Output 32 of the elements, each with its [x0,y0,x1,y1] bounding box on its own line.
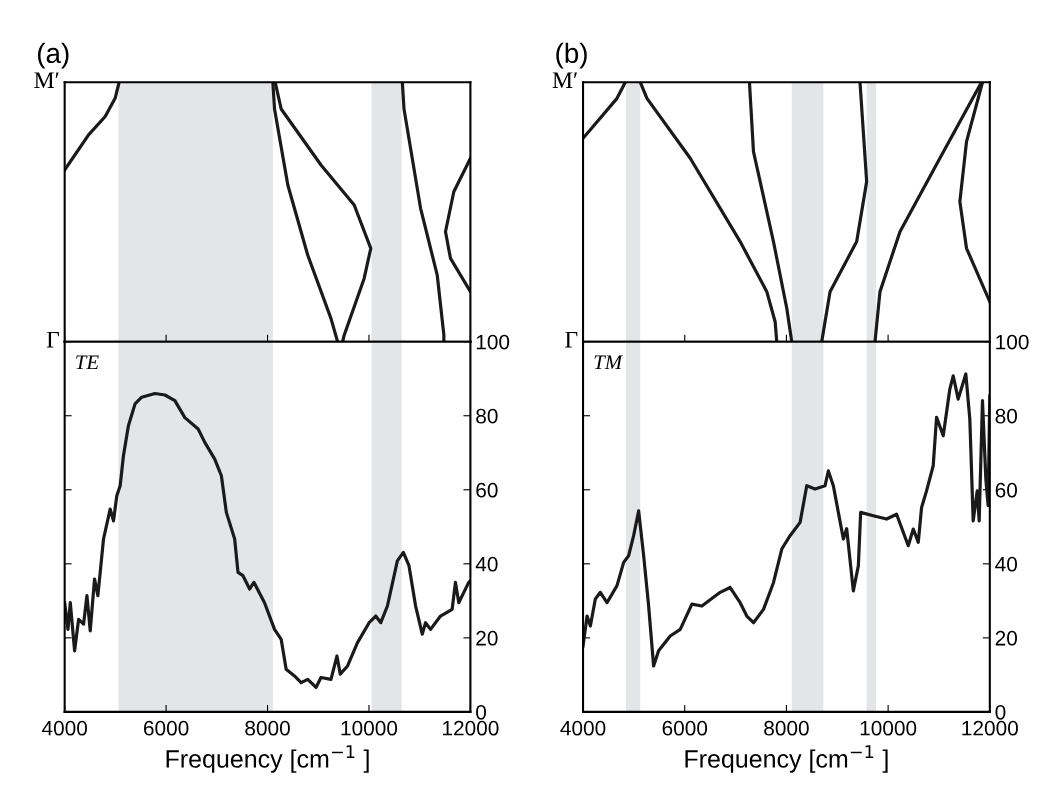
y-tick-label: 20 [476,630,498,646]
y-tick-label: 20 [995,630,1018,646]
y-tick-label: 100 [476,334,510,350]
y-tick-label: 80 [476,408,498,424]
x-tick-label: 12000 [962,720,1018,736]
chart-title: (a) [37,42,69,69]
y-tick-label: 100 [996,334,1029,350]
y-tick-label: 60 [995,482,1018,498]
y-tick-label: 0 [476,704,487,720]
text: M′ [552,72,577,88]
text: Γ [565,331,578,348]
x-tick-label: 6000 [662,720,708,736]
y-tick-label: 40 [475,556,498,572]
x-tick-label: 8000 [245,720,290,736]
annotation: TE [76,355,99,370]
annotation: TM [594,355,624,370]
x-tick-label: 8000 [764,720,809,736]
y-tick-label: 80 [995,408,1018,424]
x-axis-title: Frequency [cm$^{−1}$ ] [685,745,888,773]
x-tick-label: 4000 [41,720,88,736]
text: Γ [46,331,60,348]
y-tick-label: 40 [995,556,1018,572]
x-tick-label: 10000 [341,720,398,736]
x-tick-label: 12000 [443,720,499,736]
y-tick-label: 60 [476,482,498,498]
y-tick-label: 0 [995,704,1006,720]
x-tick-label: 6000 [143,720,189,736]
text: M′ [34,72,59,88]
chart-title: (b) [556,42,587,69]
x-tick-label: 10000 [860,720,917,736]
x-axis-title: Frequency [cm$^{−1}$ ] [166,745,369,773]
x-tick-label: 4000 [560,720,606,736]
